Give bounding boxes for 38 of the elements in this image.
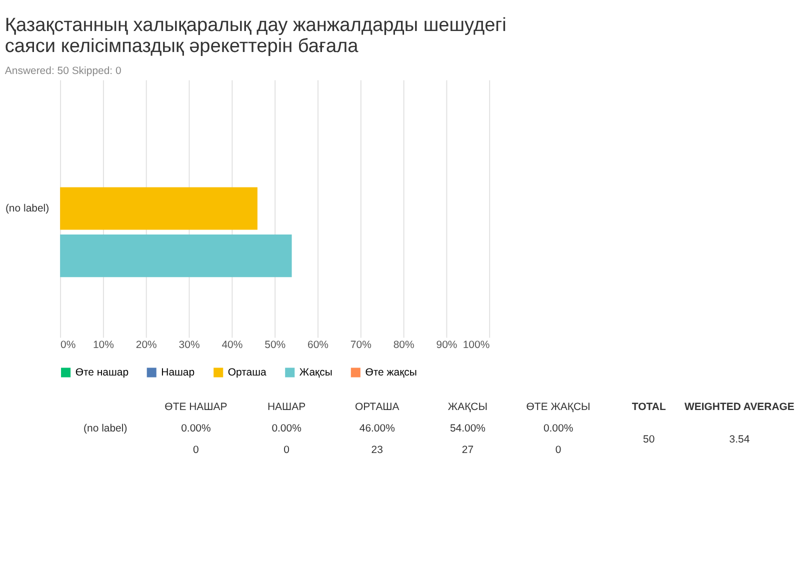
x-tick-label: 10% <box>92 340 114 352</box>
text: WEIGHTED AVERAGE <box>684 402 794 413</box>
text: 0 <box>193 445 200 456</box>
text: ӨТЕ НАШАР <box>164 402 228 413</box>
x-tick-label: 40% <box>222 340 243 352</box>
x-tick-label: 60% <box>308 340 328 352</box>
text: ОРТАША <box>354 402 400 413</box>
text: 54.00% <box>450 424 486 435</box>
x-tick-label: 20% <box>136 340 157 352</box>
text: 0 <box>555 445 562 456</box>
x-tick-label: 0% <box>60 340 76 352</box>
x-tick-label: 50% <box>264 340 286 352</box>
text: 50 <box>643 434 655 446</box>
x-tick-label: 70% <box>350 340 372 352</box>
legend-label: Жақсы <box>299 367 332 378</box>
text: НАШАР <box>267 402 306 413</box>
text: 0.00% <box>543 424 574 435</box>
category-label: (no label) <box>84 424 128 435</box>
text: 0.00% <box>181 424 211 435</box>
text: 46.00% <box>359 424 395 435</box>
text: 23 <box>371 445 384 456</box>
text: 27 <box>462 445 474 456</box>
text: ЖАҚСЫ <box>448 402 488 413</box>
text: 0.00% <box>272 424 302 435</box>
text: 3.54 <box>729 434 750 446</box>
x-tick-label: 30% <box>178 340 200 352</box>
text: ӨТЕ ЖАҚСЫ <box>526 402 590 413</box>
legend-label: Өте жақсы <box>365 367 417 378</box>
legend-label: Өте нашар <box>75 367 129 378</box>
legend-label: Нашар <box>161 367 195 378</box>
legend-label: Орташа <box>228 367 267 378</box>
x-tick-label: 80% <box>393 340 414 352</box>
chart-title: Қазақстанның халықаралық дау жанжалдарды шешудегі саяси келісімпаздық әрекеттерін бағала <box>4 15 506 58</box>
x-tick-label: 90% <box>436 340 458 352</box>
x-tick-label: 100% <box>462 340 490 352</box>
text: Answered: 50 Skipped: 0 <box>4 66 122 78</box>
text: 0 <box>284 445 290 456</box>
text: TOTAL <box>632 402 666 413</box>
